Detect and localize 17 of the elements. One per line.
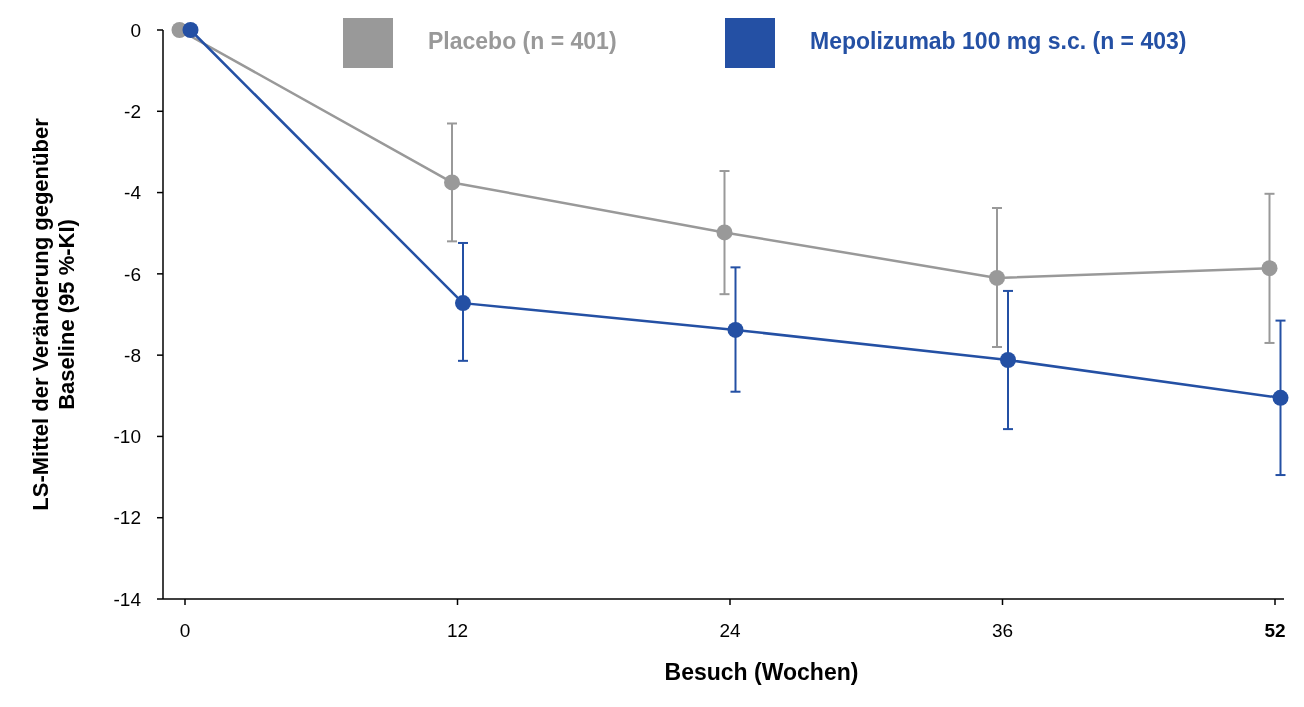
y-tick-label: -6 <box>124 263 141 285</box>
x-tick-label: 12 <box>446 620 469 641</box>
y-tick-label: -4 <box>124 182 142 204</box>
x-tick-label: 24 <box>719 620 741 641</box>
y-tick-label: -12 <box>113 507 141 529</box>
x-tick-label: 36 <box>991 620 1014 641</box>
y-tick-label: -10 <box>113 426 141 448</box>
y-tick-label: -14 <box>113 588 142 610</box>
y-tick-label: -2 <box>124 100 141 122</box>
y-tick-label: -8 <box>124 344 141 366</box>
x-tick-label: 52 <box>1264 620 1286 641</box>
legend-label: Mepolizumab 100 mg s.c. (n = 403) <box>810 28 1187 54</box>
x-tick-label: 0 <box>179 620 191 641</box>
y-axis-title: LS-Mittel der Veränderung gegenüber Baseline (95 %-KI) <box>28 117 80 511</box>
legend-label: Placebo (n = 401) <box>428 28 617 54</box>
y-tick-label: 0 <box>130 19 141 41</box>
x-axis-title: Besuch (Wochen) <box>664 659 859 685</box>
